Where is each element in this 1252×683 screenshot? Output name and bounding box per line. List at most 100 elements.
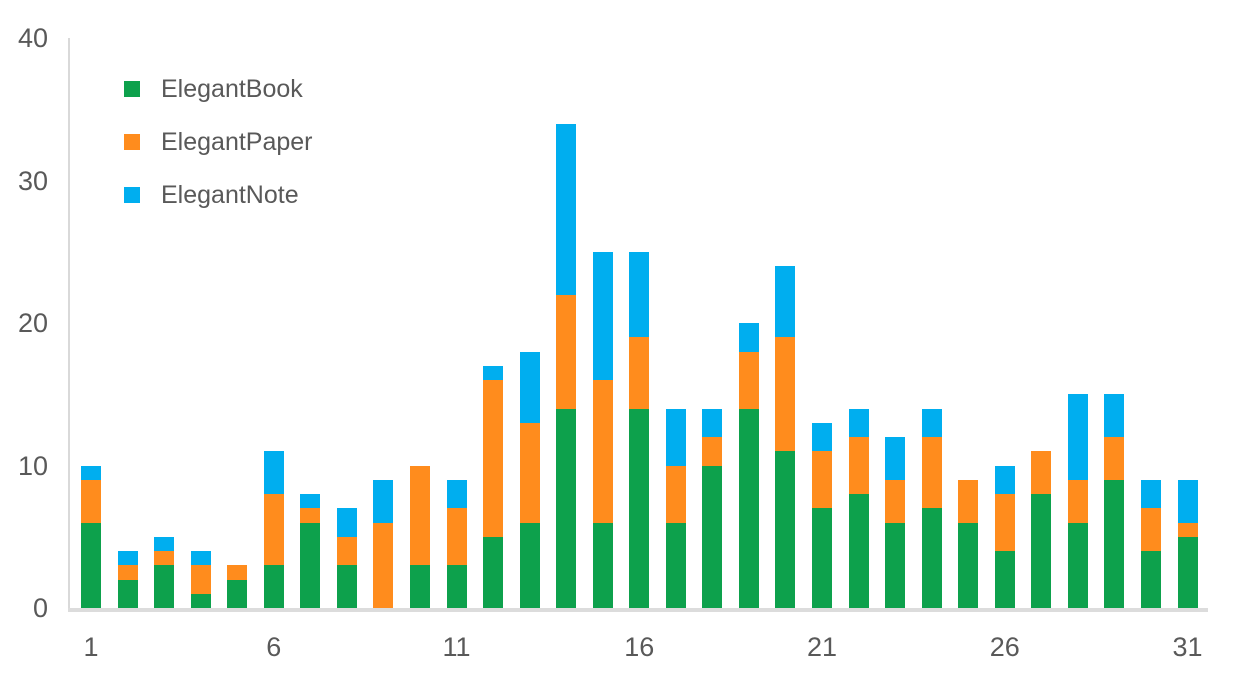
bar-day-11 bbox=[446, 0, 467, 683]
bar-day-15 bbox=[592, 0, 613, 683]
bar-segment-elegantbook-day-15 bbox=[592, 522, 613, 608]
bar-segment-elegantpaper-day-23 bbox=[885, 479, 906, 523]
bar-segment-elegantbook-day-1 bbox=[81, 522, 101, 608]
bar-segment-elegantpaper-day-3 bbox=[154, 551, 175, 566]
bar-segment-elegantpaper-day-16 bbox=[629, 337, 650, 409]
bar-segment-elegantnote-day-29 bbox=[1104, 394, 1125, 437]
bar-segment-elegantpaper-day-11 bbox=[446, 508, 467, 566]
bar-segment-elegantpaper-day-13 bbox=[519, 422, 540, 523]
bar-day-31 bbox=[1177, 0, 1198, 683]
x-tick-label-11: 11 bbox=[442, 632, 471, 662]
bar-segment-elegantpaper-day-27 bbox=[1031, 451, 1052, 494]
bar-segment-elegantbook-day-6 bbox=[263, 565, 284, 608]
bar-day-3 bbox=[154, 0, 175, 683]
bar-day-6 bbox=[263, 0, 284, 683]
bar-segment-elegantbook-day-30 bbox=[1140, 551, 1161, 608]
bar-segment-elegantbook-day-7 bbox=[300, 522, 321, 608]
bar-segment-elegantbook-day-26 bbox=[994, 551, 1015, 608]
legend: ElegantBook ElegantPaper ElegantNote bbox=[124, 70, 313, 229]
bar-segment-elegantnote-day-11 bbox=[446, 479, 467, 509]
bar-segment-elegantpaper-day-17 bbox=[665, 465, 686, 523]
bar-segment-elegantpaper-day-24 bbox=[921, 437, 942, 509]
bar-day-22 bbox=[848, 0, 869, 683]
bar-segment-elegantpaper-day-7 bbox=[300, 508, 321, 523]
bar-day-25 bbox=[958, 0, 979, 683]
bar-segment-elegantbook-day-21 bbox=[812, 508, 832, 608]
bar-segment-elegantnote-day-23 bbox=[885, 437, 906, 480]
bar-segment-elegantpaper-day-26 bbox=[994, 494, 1015, 551]
bar-segment-elegantnote-day-31 bbox=[1177, 479, 1198, 523]
bar-day-17 bbox=[665, 0, 686, 683]
bar-segment-elegantnote-day-14 bbox=[556, 123, 577, 295]
legend-item-elegantpaper: ElegantPaper bbox=[124, 123, 313, 161]
bar-segment-elegantpaper-day-5 bbox=[227, 565, 248, 580]
bar-segment-elegantpaper-day-1 bbox=[81, 479, 101, 523]
bar-segment-elegantnote-day-7 bbox=[300, 494, 321, 509]
bar-segment-elegantnote-day-24 bbox=[921, 408, 942, 437]
bar-day-9 bbox=[373, 0, 394, 683]
bar-segment-elegantbook-day-18 bbox=[702, 465, 723, 608]
bar-day-5 bbox=[227, 0, 248, 683]
x-tick-label-6: 6 bbox=[266, 632, 282, 662]
x-tick-label-21: 21 bbox=[806, 632, 838, 662]
bar-segment-elegantbook-day-17 bbox=[665, 522, 686, 608]
bar-segment-elegantnote-day-3 bbox=[154, 536, 175, 551]
bar-segment-elegantbook-day-29 bbox=[1104, 479, 1125, 608]
bar-day-8 bbox=[336, 0, 357, 683]
bar-segment-elegantnote-day-6 bbox=[263, 451, 284, 494]
bar-segment-elegantpaper-day-29 bbox=[1104, 437, 1125, 480]
bar-segment-elegantnote-day-9 bbox=[373, 479, 394, 523]
bar-day-18 bbox=[702, 0, 723, 683]
bar-segment-elegantnote-day-28 bbox=[1067, 394, 1088, 480]
bar-day-24 bbox=[921, 0, 942, 683]
x-tick-label-31: 31 bbox=[1172, 632, 1203, 662]
bar-segment-elegantpaper-day-31 bbox=[1177, 522, 1198, 537]
bar-day-12 bbox=[483, 0, 504, 683]
bar-segment-elegantpaper-day-2 bbox=[117, 565, 138, 580]
bar-segment-elegantnote-day-12 bbox=[483, 365, 504, 380]
bar-segment-elegantnote-day-19 bbox=[738, 323, 759, 352]
bar-segment-elegantbook-day-27 bbox=[1031, 494, 1052, 608]
bar-segment-elegantpaper-day-18 bbox=[702, 437, 723, 466]
bar-segment-elegantpaper-day-6 bbox=[263, 494, 284, 566]
bar-day-21 bbox=[812, 0, 832, 683]
bar-day-23 bbox=[885, 0, 906, 683]
bar-segment-elegantnote-day-18 bbox=[702, 408, 723, 437]
bar-segment-elegantpaper-day-25 bbox=[958, 479, 979, 523]
bar-segment-elegantpaper-day-14 bbox=[556, 294, 577, 409]
legend-label: ElegantBook bbox=[161, 74, 303, 103]
y-tick-label-30: 30 bbox=[17, 165, 48, 196]
bar-segment-elegantbook-day-23 bbox=[885, 522, 906, 608]
bar-segment-elegantnote-day-20 bbox=[775, 266, 796, 338]
bar-segment-elegantbook-day-5 bbox=[227, 579, 248, 608]
bar-segment-elegantbook-day-8 bbox=[336, 565, 357, 608]
bar-day-14 bbox=[556, 0, 577, 683]
bar-segment-elegantpaper-day-21 bbox=[812, 451, 832, 509]
bar-segment-elegantnote-day-22 bbox=[848, 408, 869, 437]
bar-segment-elegantbook-day-16 bbox=[629, 408, 650, 608]
bar-segment-elegantpaper-day-12 bbox=[483, 380, 504, 537]
bar-segment-elegantnote-day-30 bbox=[1140, 479, 1161, 509]
bar-segment-elegantpaper-day-28 bbox=[1067, 479, 1088, 523]
bar-segment-elegantbook-day-4 bbox=[190, 593, 211, 608]
bar-segment-elegantbook-day-20 bbox=[775, 451, 796, 608]
bar-segment-elegantnote-day-2 bbox=[117, 551, 138, 566]
legend-item-elegantnote: ElegantNote bbox=[124, 176, 313, 214]
legend-item-elegantbook: ElegantBook bbox=[124, 70, 313, 108]
bar-day-26 bbox=[994, 0, 1015, 683]
bar-segment-elegantbook-day-10 bbox=[409, 565, 430, 608]
bar-segment-elegantbook-day-14 bbox=[556, 408, 577, 608]
legend-label: ElegantPaper bbox=[161, 127, 313, 156]
bar-segment-elegantnote-day-15 bbox=[592, 251, 613, 380]
bar-day-27 bbox=[1031, 0, 1052, 683]
bar-day-2 bbox=[117, 0, 138, 683]
bar-segment-elegantbook-day-2 bbox=[117, 579, 138, 608]
y-tick-label-0: 0 bbox=[32, 593, 48, 623]
bar-segment-elegantbook-day-28 bbox=[1067, 522, 1088, 608]
bar-segment-elegantbook-day-13 bbox=[519, 522, 540, 608]
bar-segment-elegantbook-day-24 bbox=[921, 508, 942, 608]
bar-segment-elegantbook-day-25 bbox=[958, 522, 979, 608]
bar-segment-elegantnote-day-4 bbox=[190, 551, 211, 566]
x-tick-label-26: 26 bbox=[989, 632, 1020, 662]
bar-day-4 bbox=[190, 0, 211, 683]
